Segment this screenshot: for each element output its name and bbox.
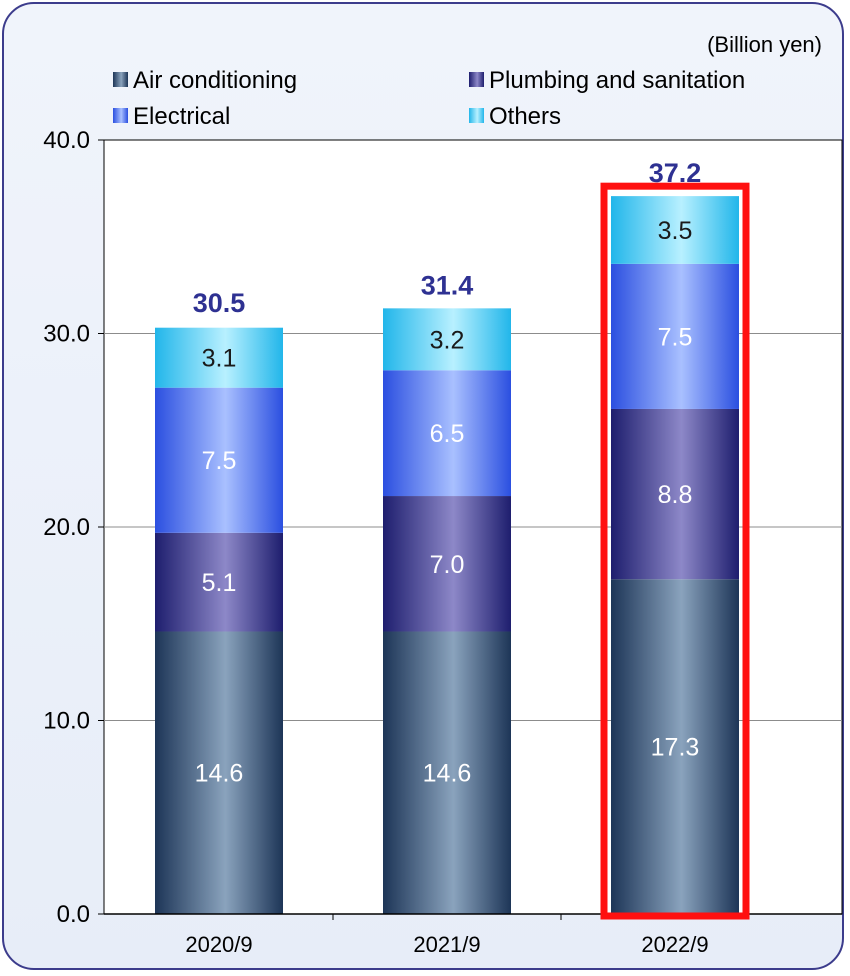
data-labels: 14.6 5.1 7.5 3.1 30.5 14.6 7.0 6.5 3.2 31.4 17.3 8.… <box>193 158 750 920</box>
segment-value-label: 8.8 <box>658 481 693 509</box>
bar-segment-electrical <box>155 387 283 533</box>
legend-item-plumbing: Plumbing and sanitation <box>469 67 745 94</box>
legend-swatch-electrical <box>113 108 128 123</box>
y-tick-label: 30.0 <box>43 321 90 348</box>
segment-value-label: 3.5 <box>658 217 693 245</box>
bar-segment-plumbing-and-sanitation <box>611 408 739 580</box>
bar-segment-air-conditioning <box>611 579 739 914</box>
x-category-label: 2021/9 <box>413 932 480 957</box>
segment-value-label: 7.5 <box>658 323 693 351</box>
bar-segment-air-conditioning <box>383 631 511 914</box>
legend-swatch-others <box>469 108 484 123</box>
segment-value-label: 3.2 <box>430 326 465 354</box>
y-tick-label: 20.0 <box>43 514 90 541</box>
legend-label-others: Others <box>489 103 561 130</box>
x-category-label: 2020/9 <box>185 932 252 957</box>
legend-item-air-conditioning: Air conditioning <box>113 67 297 94</box>
segment-value-label: 3.1 <box>202 345 237 373</box>
bar-segment-others <box>383 308 511 371</box>
segment-value-label: 14.6 <box>195 760 244 788</box>
y-tick-label: 10.0 <box>43 708 90 735</box>
bar-segment-others <box>611 196 739 264</box>
total-value-label: 31.4 <box>421 270 474 300</box>
bar-segment-plumbing-and-sanitation <box>383 496 511 632</box>
total-value-label: 30.5 <box>193 288 246 318</box>
segment-value-label: 5.1 <box>202 569 237 597</box>
legend-item-electrical: Electrical <box>113 103 230 130</box>
segment-value-label: 17.3 <box>651 734 700 762</box>
legend-swatch-plumbing <box>469 72 484 87</box>
y-tick-label: 40.0 <box>43 127 90 154</box>
bar-segment-air-conditioning <box>155 631 283 914</box>
segment-value-label: 6.5 <box>430 420 465 448</box>
bar-segment-plumbing-and-sanitation <box>155 532 283 632</box>
y-tick-label: 0.0 <box>57 901 90 928</box>
unit-label: (Billion yen) <box>707 32 822 57</box>
legend-label-air-conditioning: Air conditioning <box>133 67 297 94</box>
legend-swatch-air-conditioning <box>113 72 128 87</box>
segment-value-label: 14.6 <box>423 760 472 788</box>
x-category-label: 2022/9 <box>641 932 708 957</box>
axes: 0.0 10.0 20.0 30.0 40.0 2020/9 2021/9 2022/9 <box>43 127 842 957</box>
segment-value-label: 7.0 <box>430 551 465 579</box>
legend: Air conditioning Plumbing and sanitation… <box>113 67 745 130</box>
segment-value-label: 7.5 <box>202 447 237 475</box>
bar-segment-electrical <box>611 263 739 409</box>
bars <box>155 196 739 914</box>
bar-segment-others <box>155 327 283 388</box>
legend-label-electrical: Electrical <box>133 103 230 130</box>
legend-label-plumbing: Plumbing and sanitation <box>489 67 745 94</box>
bar-segment-electrical <box>383 370 511 497</box>
highlight-box <box>600 182 750 920</box>
legend-item-others: Others <box>469 103 561 130</box>
